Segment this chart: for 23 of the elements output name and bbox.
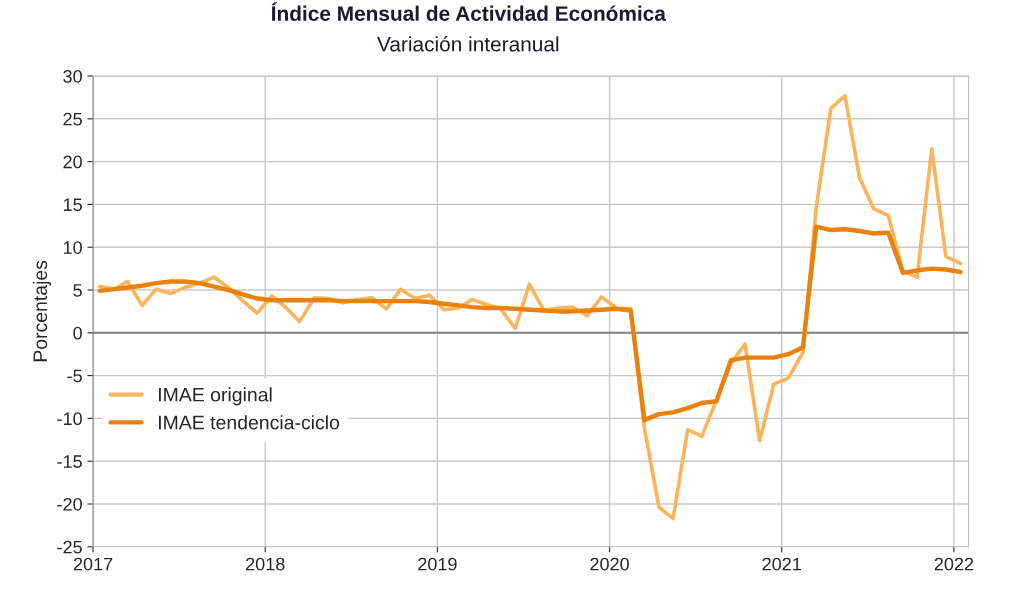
x-tick-label: 2019 — [418, 557, 457, 571]
y-tick-label: 20 — [63, 155, 82, 169]
y-tick-label: 25 — [63, 112, 82, 126]
y-tick-label: -10 — [57, 412, 82, 426]
y-tick-label: 30 — [63, 69, 82, 83]
y-tick-label: 5 — [73, 284, 82, 297]
legend-label: IMAE tendencia-ciclo — [159, 415, 340, 430]
y-tick-label: 0 — [73, 326, 82, 340]
y-tick-label: -5 — [67, 369, 82, 383]
chart-title: Índice Mensual de Actividad Económica — [271, 2, 666, 21]
legend-label: IMAE original — [159, 387, 272, 406]
x-tick-label: 2018 — [246, 557, 285, 571]
x-tick-label: 2017 — [73, 557, 113, 571]
y-axis-title: Porcentajes — [32, 260, 51, 362]
x-tick-label: 2020 — [590, 557, 629, 571]
y-tick-label: 15 — [63, 198, 82, 212]
y-tick-label: -20 — [57, 497, 82, 511]
x-tick-label: 2021 — [762, 557, 801, 571]
y-tick-label: 10 — [63, 241, 82, 254]
y-tick-label: -25 — [57, 540, 82, 554]
chart-subtitle: Variación interanual — [377, 36, 559, 52]
y-tick-label: -15 — [57, 455, 82, 468]
x-tick-label: 2022 — [934, 557, 974, 571]
